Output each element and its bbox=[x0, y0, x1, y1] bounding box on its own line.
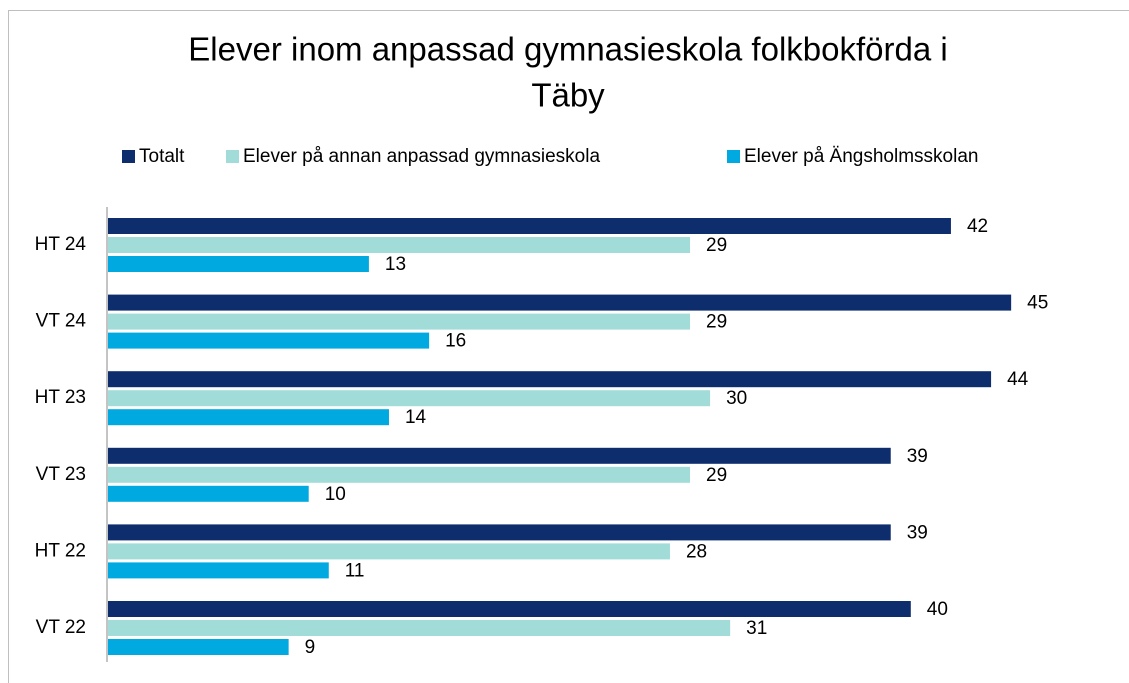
data-label: 29 bbox=[706, 312, 727, 333]
y-tick-label: HT 23 bbox=[35, 387, 86, 408]
bar bbox=[108, 256, 369, 272]
bar bbox=[108, 620, 731, 636]
chart-title: Täby bbox=[531, 77, 605, 114]
legend-label: Totalt bbox=[139, 146, 185, 167]
bar bbox=[108, 409, 389, 426]
y-tick-label: VT 24 bbox=[36, 311, 87, 332]
data-label: 28 bbox=[686, 541, 707, 562]
data-label: 14 bbox=[405, 407, 427, 428]
bar bbox=[108, 371, 992, 388]
data-label: 10 bbox=[325, 484, 346, 505]
bar bbox=[108, 485, 309, 502]
data-label: 31 bbox=[746, 618, 767, 639]
data-label: 45 bbox=[1027, 293, 1048, 314]
bar bbox=[108, 466, 691, 483]
legend-swatch bbox=[122, 150, 135, 163]
data-label: 39 bbox=[907, 446, 928, 467]
bar bbox=[108, 218, 951, 234]
legend-label: Elever på annan anpassad gymnasieskola bbox=[243, 146, 600, 167]
data-label: 44 bbox=[1007, 369, 1029, 390]
data-label: 11 bbox=[345, 560, 365, 581]
bar bbox=[108, 447, 891, 464]
chart-border bbox=[8, 10, 1129, 683]
bar bbox=[108, 332, 430, 349]
data-label: 29 bbox=[706, 465, 727, 486]
y-tick-label: VT 22 bbox=[36, 617, 86, 638]
data-label: 29 bbox=[706, 235, 727, 256]
legend-swatch bbox=[727, 150, 740, 163]
bar bbox=[108, 294, 1012, 311]
bar bbox=[108, 562, 329, 579]
bar bbox=[108, 524, 891, 541]
bar bbox=[108, 237, 691, 253]
legend-label: Elever på Ängsholmsskolan bbox=[744, 146, 978, 167]
data-label: 16 bbox=[445, 331, 466, 352]
y-tick-label: HT 22 bbox=[35, 540, 86, 561]
y-tick-label: HT 24 bbox=[35, 234, 87, 255]
bar bbox=[108, 313, 691, 330]
data-label: 42 bbox=[967, 216, 988, 237]
bar bbox=[108, 639, 289, 655]
bar bbox=[108, 601, 911, 617]
data-label: 39 bbox=[907, 522, 928, 543]
chart-title: Elever inom anpassad gymnasieskola folkb… bbox=[188, 31, 947, 68]
data-label: 13 bbox=[385, 254, 406, 275]
legend-swatch bbox=[226, 150, 239, 163]
data-label: 30 bbox=[726, 388, 747, 409]
data-label: 40 bbox=[927, 599, 948, 620]
y-tick-label: VT 23 bbox=[36, 464, 86, 485]
bar bbox=[108, 390, 711, 407]
data-label: 9 bbox=[305, 637, 316, 658]
bar bbox=[108, 543, 670, 560]
